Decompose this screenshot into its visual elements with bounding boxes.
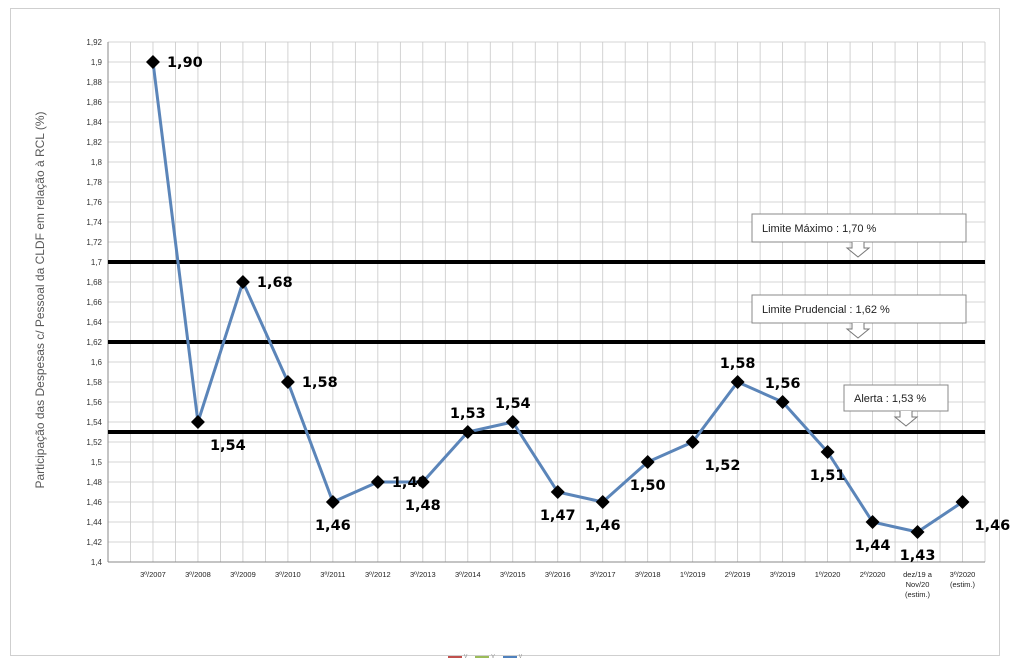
annotation-box [751,213,967,243]
x-tick-label: 1º/2019 [680,570,706,579]
y-tick-label: 1,42 [86,538,102,547]
data-point-marker [865,515,880,529]
y-tick-label: 1,74 [86,218,102,227]
x-tick-label: 3º/2013 [410,570,436,579]
y-tick-label: 1,44 [86,518,102,527]
chart-frame [10,8,1000,656]
y-tick-label: 1,48 [86,478,102,487]
annotation-box [843,384,949,412]
y-tick-label: 1,62 [86,338,102,347]
data-point-marker [325,495,340,509]
data-label: 1,58 [302,375,338,391]
data-label: 1,90 [167,55,203,71]
data-point-marker [550,485,565,499]
y-tick-label: 1,4 [91,558,103,567]
legend-item: V [475,654,495,660]
legend: V V V [448,654,522,660]
x-tick-label: 3º/2015 [500,570,526,579]
annotation-arrow [845,242,871,258]
data-point-marker [640,455,655,469]
data-label: 1,53 [450,406,486,422]
x-tick-label: 3º/2020 (estim.) [950,570,976,589]
x-tick-label: dez/19 a Nov/20 (estim.) [903,570,933,599]
y-tick-label: 1,7 [91,258,103,267]
data-label: 1,56 [765,376,801,392]
data-point-marker [460,425,475,439]
data-point-marker [820,445,835,459]
data-point-marker [505,415,520,429]
y-tick-label: 1,6 [91,358,103,367]
data-point-marker [145,55,160,69]
annotation-arrow [893,411,919,427]
x-tick-label: 3º/2009 [230,570,256,579]
y-tick-label: 1,84 [86,118,102,127]
data-point-marker [235,275,250,289]
annotation-label: Limite Prudencial : 1,62 % [762,304,890,316]
data-label: 1,68 [257,275,293,291]
data-label: 1,46 [315,518,351,534]
data-point-marker [730,375,745,389]
data-label: 1,48 [392,475,428,491]
data-label: 1,44 [855,538,891,554]
y-tick-label: 1,58 [86,378,102,387]
x-tick-label: 3º/2008 [185,570,211,579]
data-label: 1,50 [630,478,666,494]
x-tick-label: 3º/2012 [365,570,391,579]
annotation-label: Limite Máximo : 1,70 % [762,223,877,235]
y-tick-label: 1,92 [86,38,102,47]
annotation-arrow [845,323,871,339]
data-label: 1,46 [975,518,1010,534]
data-point-marker [910,525,925,539]
annotation-box [751,294,967,324]
x-tick-label: 2º/2020 [860,570,886,579]
y-tick-label: 1,86 [86,98,102,107]
data-point-marker [685,435,700,449]
y-tick-label: 1,66 [86,298,102,307]
x-tick-label: 1º/2020 [815,570,841,579]
x-tick-label: 2º/2019 [725,570,751,579]
x-tick-label: 3º/2017 [590,570,616,579]
y-tick-label: 1,52 [86,438,102,447]
y-tick-label: 1,46 [86,498,102,507]
y-tick-label: 1,82 [86,138,102,147]
x-tick-label: 3º/2007 [140,570,166,579]
data-label: 1,58 [720,356,756,372]
y-tick-label: 1,76 [86,198,102,207]
legend-item: V [448,654,467,660]
x-tick-label: 3º/2014 [455,570,481,579]
data-point-marker [280,375,295,389]
y-tick-label: 1,54 [86,418,102,427]
y-tick-label: 1,5 [91,458,103,467]
x-tick-label: 3º/2010 [275,570,301,579]
x-tick-label: 3º/2019 [770,570,796,579]
y-tick-label: 1,9 [91,58,103,67]
data-point-marker [595,495,610,509]
data-point-marker [415,475,430,489]
y-tick-label: 1,78 [86,178,102,187]
data-label: 1,54 [210,438,246,454]
annotation-label: Alerta : 1,53 % [854,393,926,405]
data-label: 1,48 [405,498,441,514]
x-tick-label: 3º/2016 [545,570,571,579]
data-point-marker [955,495,970,509]
y-tick-label: 1,68 [86,278,102,287]
data-point-marker [775,395,790,409]
y-tick-label: 1,72 [86,238,102,247]
data-label: 1,46 [585,518,621,534]
data-point-marker [190,415,205,429]
data-label: 1,47 [540,508,576,524]
y-tick-label: 1,64 [86,318,102,327]
legend-item: V [502,654,522,660]
data-label: 1,54 [495,396,531,412]
y-tick-label: 1,8 [91,158,103,167]
x-tick-label: 3º/2011 [320,570,345,579]
x-tick-label: 3º/2018 [635,570,661,579]
data-label: 1,43 [900,548,936,564]
y-tick-label: 1,88 [86,78,102,87]
y-tick-label: 1,56 [86,398,102,407]
data-label: 1,51 [810,468,846,484]
data-point-marker [370,475,385,489]
data-label: 1,52 [705,458,741,474]
